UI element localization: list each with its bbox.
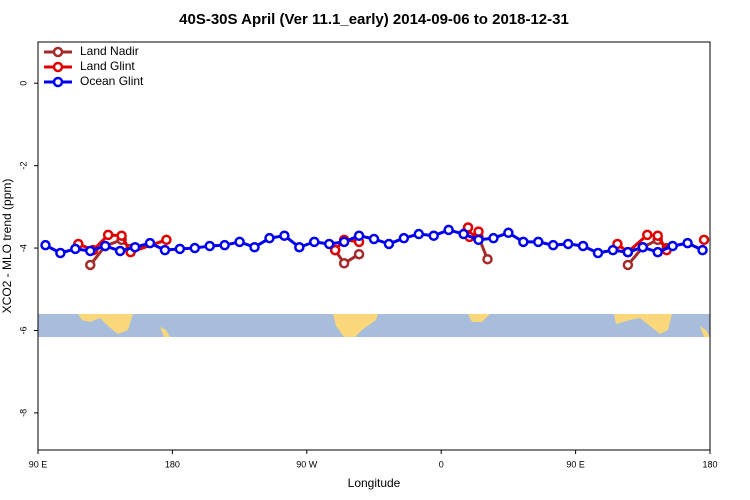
point — [189, 242, 201, 254]
land-shape — [160, 327, 170, 337]
point — [682, 237, 693, 249]
point — [607, 244, 619, 256]
land-shape — [700, 326, 710, 337]
point — [114, 245, 126, 257]
point — [353, 248, 365, 260]
point — [129, 241, 141, 253]
point — [85, 259, 96, 271]
y-tick-label: 0 — [18, 81, 28, 86]
point — [482, 253, 493, 265]
map-band — [38, 314, 710, 337]
legend-marker — [52, 46, 64, 58]
point — [309, 236, 320, 248]
point — [70, 243, 81, 255]
y-tick-label: -6 — [18, 326, 28, 334]
x-tick-label: 180 — [702, 459, 717, 469]
point — [338, 258, 350, 269]
point — [398, 232, 410, 244]
y-axis-label: XCO2 - MLO trend (ppm) — [0, 179, 14, 314]
point — [652, 246, 663, 258]
point — [159, 244, 171, 256]
land-shape — [78, 314, 133, 334]
point — [204, 240, 215, 252]
point — [622, 246, 634, 258]
point — [338, 236, 350, 248]
land-shape — [614, 314, 672, 334]
point — [102, 229, 114, 241]
x-tick-label: 90 W — [296, 459, 318, 469]
point — [533, 236, 544, 248]
point — [99, 240, 111, 252]
ocean-strip — [38, 314, 710, 337]
legend-marker — [52, 76, 64, 88]
point — [219, 239, 230, 251]
point — [652, 230, 663, 241]
point — [116, 230, 127, 241]
x-tick-label: 0 — [439, 459, 444, 469]
point — [503, 227, 514, 239]
point — [329, 244, 341, 256]
point — [264, 232, 275, 244]
point — [413, 228, 425, 240]
point — [144, 237, 156, 249]
legend-label: Ocean Glint — [80, 74, 144, 88]
point — [562, 238, 574, 250]
point — [697, 244, 708, 256]
point — [622, 259, 634, 271]
chart-title: 40S-30S April (Ver 11.1_early) 2014-09-0… — [179, 11, 569, 28]
y-tick-label: -8 — [18, 409, 28, 417]
point — [698, 234, 710, 246]
point — [234, 236, 245, 248]
point — [294, 241, 305, 253]
land-shape — [468, 314, 490, 322]
point — [55, 247, 66, 259]
land-shape — [333, 314, 378, 337]
x-axis-label: Longitude — [348, 476, 401, 490]
point — [40, 239, 51, 251]
y-tick-label: -4 — [18, 244, 28, 252]
point — [488, 232, 499, 244]
y-tick-label: -2 — [18, 162, 28, 170]
x-tick-label: 90 E — [566, 459, 585, 469]
point — [458, 228, 469, 240]
plot-frame — [37, 41, 711, 451]
point — [637, 241, 649, 253]
point — [642, 229, 653, 241]
legend-label: Land Nadir — [80, 44, 139, 58]
point — [323, 238, 335, 250]
point — [592, 247, 604, 259]
x-tick-label: 180 — [165, 459, 180, 469]
x-tick-label: 90 E — [29, 459, 48, 469]
point — [161, 234, 172, 246]
point — [518, 236, 529, 248]
point — [279, 230, 290, 241]
point — [473, 226, 484, 237]
point — [667, 240, 678, 252]
point — [353, 230, 365, 241]
point — [383, 238, 395, 250]
point — [249, 241, 260, 253]
point — [368, 233, 380, 245]
point — [428, 230, 439, 241]
point — [443, 224, 454, 236]
point — [577, 240, 589, 252]
point — [85, 245, 96, 257]
point — [473, 234, 484, 246]
legend-marker — [52, 61, 64, 73]
legend-label: Land Glint — [80, 59, 135, 73]
point — [174, 243, 186, 255]
point — [547, 239, 559, 251]
